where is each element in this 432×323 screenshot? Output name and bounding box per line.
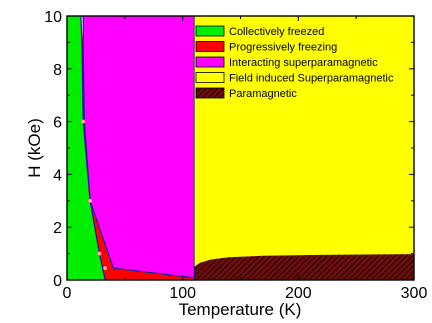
data-point-1 (81, 120, 85, 124)
legend-swatch (196, 42, 224, 52)
legend-swatch (196, 73, 224, 83)
region-field-induced-superparamagnetic (194, 16, 414, 267)
legend-swatch (196, 57, 224, 67)
y-tick-label: 2 (53, 220, 62, 237)
region-paramagnetic (194, 254, 414, 280)
x-tick-label: 300 (401, 285, 428, 302)
phase-regions (67, 16, 414, 280)
x-tick-label: 0 (63, 285, 72, 302)
legend-label: Collectively freezed (229, 26, 324, 38)
legend-label: Interacting superparamagnetic (229, 57, 378, 69)
y-tick-label: 10 (44, 9, 62, 26)
legend-swatch (196, 88, 224, 98)
y-tick-label: 8 (53, 62, 62, 79)
legend-swatch (196, 26, 224, 36)
data-point-3 (98, 252, 102, 256)
data-point-2 (88, 199, 92, 203)
x-axis-label: Temperature (K) (179, 300, 302, 319)
y-tick-label: 4 (53, 167, 62, 184)
y-tick-label: 0 (53, 273, 62, 290)
y-axis-label: H (kOe) (25, 118, 44, 178)
data-point-4 (103, 266, 107, 270)
y-tick-label: 6 (53, 115, 62, 132)
legend-label: Progressively freezing (229, 42, 337, 54)
legend-label: Paramagnetic (229, 88, 297, 100)
legend-label: Field induced Superparamagnetic (229, 73, 394, 85)
